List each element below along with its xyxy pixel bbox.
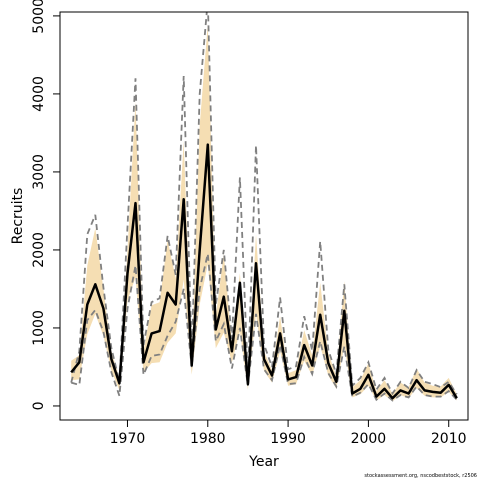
dashed-lower-line: [70, 253, 458, 402]
x-tick-label: 1990: [270, 431, 306, 447]
median-line: [70, 143, 458, 400]
dashed-upper-line: [70, 12, 458, 396]
y-tick-label: 2000: [31, 232, 47, 268]
y-axis: 0 1000 2000 3000 4000 5000: [31, 0, 61, 410]
x-tick-label: 1980: [190, 431, 226, 447]
confidence-band: [71, 23, 457, 402]
y-tick-label: 1000: [31, 310, 47, 346]
y-axis-label: Recruits: [10, 188, 26, 245]
x-tick-label: 2000: [351, 431, 387, 447]
x-tick-label: 2010: [431, 431, 467, 447]
y-tick-label: 3000: [31, 154, 47, 190]
dashed-bounds-layer: [70, 12, 458, 402]
y-tick-label: 0: [31, 401, 47, 410]
median-line-layer: [70, 143, 458, 400]
confidence-band-layer: [71, 23, 457, 402]
y-tick-label: 4000: [31, 76, 47, 112]
y-tick-label: 5000: [31, 0, 47, 34]
credit-text: stockassessment.org, nscodbeststock, r25…: [364, 473, 477, 479]
x-tick-label: 1970: [110, 431, 146, 447]
x-axis: 1970 1980 1990 2000 2010: [110, 419, 467, 447]
x-axis-label: Year: [248, 454, 279, 470]
